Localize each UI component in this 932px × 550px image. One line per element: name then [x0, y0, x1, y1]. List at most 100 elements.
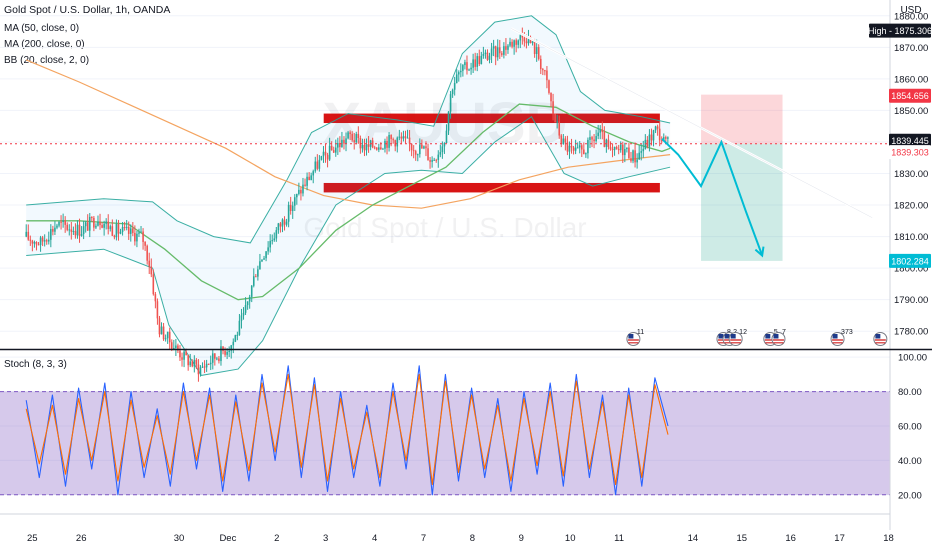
candle-body: [644, 139, 647, 149]
ma50-line: [26, 103, 671, 301]
candle-body: [216, 358, 218, 360]
candle-body: [406, 137, 409, 139]
short-position[interactable]: [701, 94, 783, 261]
time-tick-label: 10: [565, 533, 576, 544]
indicator-bb-label[interactable]: BB (20, close, 2, 0): [4, 55, 90, 66]
price-label-box: [889, 88, 931, 103]
candle-body: [515, 40, 517, 45]
bb-fill: [26, 15, 671, 376]
candle-body: [146, 245, 148, 261]
stochastic-pane: [0, 365, 890, 496]
support-zone[interactable]: [323, 182, 660, 193]
candle-body: [433, 159, 435, 161]
candle-body: [203, 366, 206, 368]
candle-body: [111, 226, 114, 236]
events[interactable]: 11821257373: [626, 329, 888, 346]
resistance-zone[interactable]: [323, 113, 660, 124]
candle-body: [531, 41, 534, 44]
candle-body: [95, 225, 97, 228]
candle-body: [197, 364, 200, 375]
projection-arrowhead[interactable]: [754, 246, 765, 258]
time-tick-label: 25: [27, 533, 38, 544]
candle-body: [158, 318, 161, 335]
candle-body: [496, 47, 499, 58]
candle-body: [66, 224, 69, 230]
candle-body: [490, 48, 493, 56]
candle-body: [113, 235, 116, 238]
event-count[interactable]: 11: [637, 329, 644, 336]
candle-body: [170, 342, 173, 350]
candle-body: [349, 132, 351, 134]
candle-body: [275, 230, 278, 239]
indicator-ma200-label[interactable]: MA (200, close, 0): [4, 39, 85, 50]
candle-body: [279, 223, 282, 227]
candle-body: [521, 35, 524, 38]
candle-body: [359, 137, 362, 149]
stoch-d-line: [25, 373, 669, 486]
candle-body: [539, 58, 542, 70]
time-tick-label: 7: [421, 533, 426, 544]
candle-body: [64, 220, 66, 225]
candle-body: [400, 136, 403, 139]
candle-body: [296, 193, 298, 198]
candle-body: [402, 136, 405, 139]
candle-body: [334, 147, 337, 153]
candle-body: [611, 148, 614, 151]
position-stop-area[interactable]: [701, 94, 783, 144]
candle-body: [441, 146, 444, 153]
candle-body: [183, 351, 185, 360]
candle-body: [189, 361, 192, 366]
candle-body: [464, 62, 466, 66]
candle-body: [667, 137, 669, 139]
candle-body: [287, 204, 290, 222]
drawings[interactable]: [0, 27, 890, 258]
candle-body: [427, 148, 429, 161]
event-count[interactable]: 7: [782, 329, 786, 336]
candle-body: [291, 205, 294, 212]
trendline-edge[interactable]: [511, 28, 873, 218]
stoch-tick-label: 20.00: [898, 490, 922, 501]
candle-body: [148, 260, 151, 267]
candle-body: [234, 335, 237, 342]
event-count[interactable]: 373: [841, 329, 853, 336]
us-flag-canton-icon: [718, 334, 724, 339]
candle-body: [88, 216, 91, 231]
stoch-band: [0, 391, 890, 495]
indicator-ma50-label[interactable]: MA (50, close, 0): [4, 23, 80, 34]
event-count[interactable]: 5: [774, 329, 778, 336]
candle-body: [363, 145, 366, 151]
candle-body: [451, 89, 454, 95]
candle-body: [386, 140, 388, 148]
candle-body: [332, 150, 335, 153]
candle-body: [207, 363, 210, 365]
currency-label[interactable]: USD: [900, 5, 921, 16]
projection-path[interactable]: [661, 138, 764, 256]
candle-body: [425, 146, 427, 149]
time-tick-label: 16: [785, 533, 796, 544]
candle-body: [218, 358, 220, 362]
candle-body: [144, 241, 146, 246]
candle-body: [437, 154, 440, 160]
event-count[interactable]: 12: [739, 329, 747, 336]
candle-body: [27, 231, 30, 240]
time-tick-label: 9: [519, 533, 524, 544]
candle-body: [345, 138, 347, 144]
zones[interactable]: [323, 113, 660, 193]
candle-body: [601, 129, 604, 133]
candle-body: [351, 133, 353, 141]
candle-body: [37, 244, 40, 246]
candle-body: [248, 296, 251, 302]
us-flag-canton-icon: [832, 334, 838, 339]
stoch-tick-label: 60.00: [898, 421, 922, 432]
candle-body: [244, 305, 247, 313]
price-label-text: 1839.445: [891, 136, 929, 146]
candle-body: [115, 223, 118, 238]
price-tick-label: 1810.00: [894, 232, 928, 243]
candle-body: [509, 41, 511, 46]
candle-body: [544, 70, 546, 72]
stoch-tick-label: 100.00: [898, 353, 927, 364]
candle-body: [628, 147, 630, 159]
candle-body: [501, 53, 503, 55]
stoch-title[interactable]: Stoch (8, 3, 3): [4, 359, 67, 370]
